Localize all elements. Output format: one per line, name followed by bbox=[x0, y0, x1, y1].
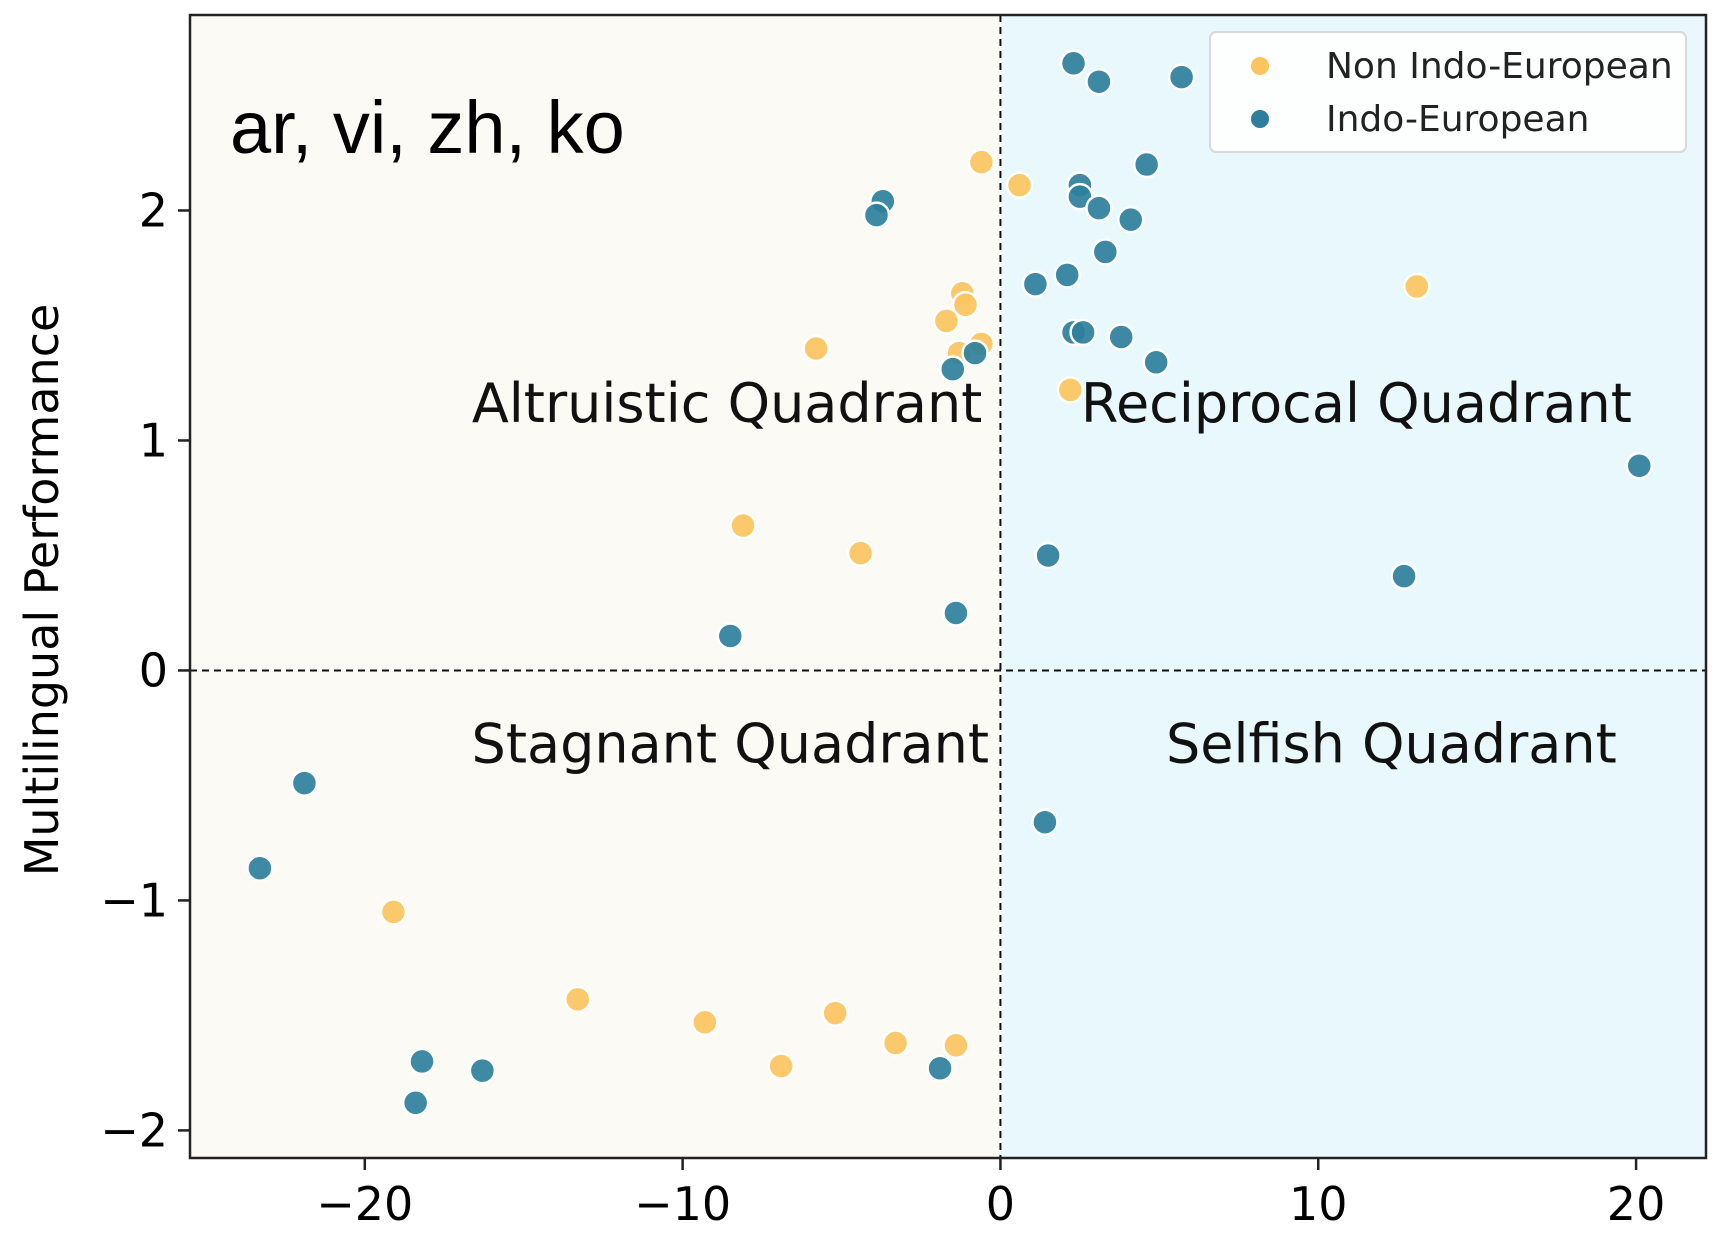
data-point bbox=[821, 999, 849, 1027]
data-point bbox=[951, 291, 980, 319]
data-point bbox=[939, 355, 967, 383]
legend-entry: Non Indo-European bbox=[1326, 46, 1673, 87]
y-tick-label: −1 bbox=[100, 873, 168, 927]
data-point bbox=[967, 148, 996, 176]
chart-title: ar, vi, zh, ko bbox=[230, 86, 625, 169]
data-point bbox=[1085, 194, 1113, 222]
data-point bbox=[942, 1031, 970, 1060]
data-point bbox=[802, 334, 830, 363]
data-point bbox=[942, 599, 970, 627]
left-half-background bbox=[190, 15, 1001, 1158]
data-point bbox=[1034, 541, 1062, 570]
data-point bbox=[691, 1008, 719, 1037]
data-point bbox=[1403, 272, 1431, 301]
data-point bbox=[401, 1089, 430, 1117]
data-point bbox=[846, 539, 875, 567]
data-point bbox=[932, 307, 961, 335]
reciprocal-quadrant-label: Reciprocal Quadrant bbox=[1081, 372, 1632, 435]
x-tick-label: 0 bbox=[986, 1177, 1015, 1231]
data-point bbox=[1132, 150, 1161, 179]
data-point bbox=[729, 511, 757, 540]
quadrant-labels: Altruistic Quadrant Reciprocal Quadrant St… bbox=[472, 372, 1632, 775]
legend-entry: Indo-European bbox=[1326, 99, 1589, 140]
data-point bbox=[1021, 270, 1050, 298]
data-point bbox=[1056, 376, 1085, 404]
data-point bbox=[408, 1047, 436, 1076]
data-point bbox=[468, 1056, 497, 1085]
data-point bbox=[1142, 348, 1170, 377]
stagnant-quadrant-label: Stagnant Quadrant bbox=[472, 712, 989, 775]
y-tick-label: 1 bbox=[139, 413, 168, 467]
data-point bbox=[1031, 808, 1059, 836]
reference-lines bbox=[190, 15, 1706, 1158]
data-point bbox=[881, 1029, 910, 1057]
data-point bbox=[961, 339, 989, 367]
legend-box bbox=[1209, 31, 1687, 153]
x-tick-label: 20 bbox=[1607, 1177, 1666, 1231]
data-point bbox=[1085, 67, 1113, 96]
data-point bbox=[290, 769, 319, 797]
data-point bbox=[563, 985, 592, 1014]
y-axis-label: Multilingual Performance bbox=[15, 304, 69, 877]
y-tick-label: 2 bbox=[139, 183, 168, 237]
data-point bbox=[926, 1054, 954, 1083]
data-point bbox=[246, 854, 274, 882]
data-point bbox=[1059, 49, 1088, 78]
legend-marker bbox=[1251, 57, 1269, 75]
data-point bbox=[1091, 238, 1120, 266]
data-point bbox=[862, 201, 891, 229]
series-indo-european bbox=[246, 49, 1654, 1117]
data-point bbox=[1116, 205, 1145, 234]
data-point bbox=[1005, 171, 1034, 199]
legend: Non Indo-European Indo-European bbox=[1209, 31, 1687, 153]
y-tick-label: 0 bbox=[139, 643, 168, 697]
legend-marker bbox=[1251, 110, 1269, 128]
quadrant-backgrounds bbox=[190, 15, 1706, 1158]
x-tick-label: 10 bbox=[1289, 1177, 1348, 1231]
plot-frame bbox=[188, 13, 1708, 1160]
data-point bbox=[1167, 63, 1196, 91]
data-point bbox=[379, 898, 408, 926]
data-point bbox=[716, 622, 745, 650]
right-half-background bbox=[1000, 15, 1706, 1158]
x-tick-label: −10 bbox=[634, 1177, 731, 1231]
data-point bbox=[767, 1052, 795, 1080]
data-points bbox=[246, 49, 1654, 1117]
data-point bbox=[1625, 452, 1654, 480]
x-tick-label: −20 bbox=[316, 1177, 413, 1231]
series-non-indo-european bbox=[379, 148, 1431, 1080]
y-tick-label: −2 bbox=[100, 1103, 168, 1157]
altruistic-quadrant-label: Altruistic Quadrant bbox=[472, 372, 983, 435]
data-point bbox=[1069, 318, 1097, 347]
data-point bbox=[1107, 323, 1135, 351]
data-point bbox=[1053, 261, 1081, 289]
selfish-quadrant-label: Selfish Quadrant bbox=[1166, 712, 1617, 775]
data-point bbox=[1390, 562, 1418, 590]
